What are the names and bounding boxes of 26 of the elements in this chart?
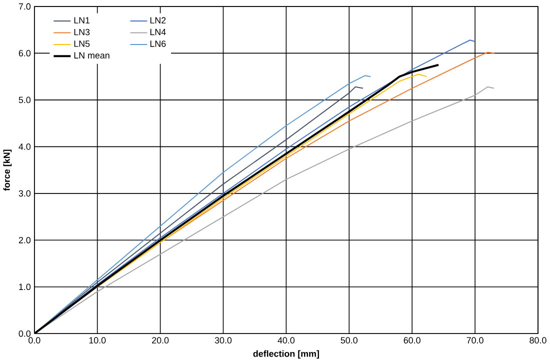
x-tick-label: 60.0 xyxy=(404,337,420,344)
y-tick-label: 0.0 xyxy=(18,330,31,337)
y-tick-label: 5.0 xyxy=(18,96,31,104)
x-tick-label: 50.0 xyxy=(340,337,358,344)
y-tick-label: 2.0 xyxy=(18,237,31,244)
x-axis-title: deflection [mm] xyxy=(253,350,319,359)
x-tick-label: 10.0 xyxy=(89,337,106,344)
y-tick-label: 4.0 xyxy=(18,144,31,150)
legend-label: LN2 xyxy=(150,17,166,24)
x-tick-label: 0.0 xyxy=(28,337,40,344)
y-tick-label: 6.0 xyxy=(18,50,31,56)
y-tick-label: 7.0 xyxy=(18,3,31,10)
legend-label: LN5 xyxy=(74,40,90,47)
x-tick-label: 40.0 xyxy=(278,337,295,344)
legend-label: LN3 xyxy=(74,28,90,36)
y-tick-label: 3.0 xyxy=(18,190,31,197)
legend-label: LN4 xyxy=(150,28,166,36)
y-axis-title: force [kN] xyxy=(3,150,12,191)
x-tick-label: 80.0 xyxy=(530,337,546,344)
legend-label: LN mean xyxy=(74,52,110,59)
y-tick-label: 1.0 xyxy=(19,284,31,290)
x-tick-label: 70.0 xyxy=(466,337,484,344)
legend-label: LN6 xyxy=(150,40,166,47)
x-tick-label: 30.0 xyxy=(214,337,232,344)
legend-label: LN1 xyxy=(74,17,90,24)
x-tick-label: 20.0 xyxy=(152,337,169,344)
